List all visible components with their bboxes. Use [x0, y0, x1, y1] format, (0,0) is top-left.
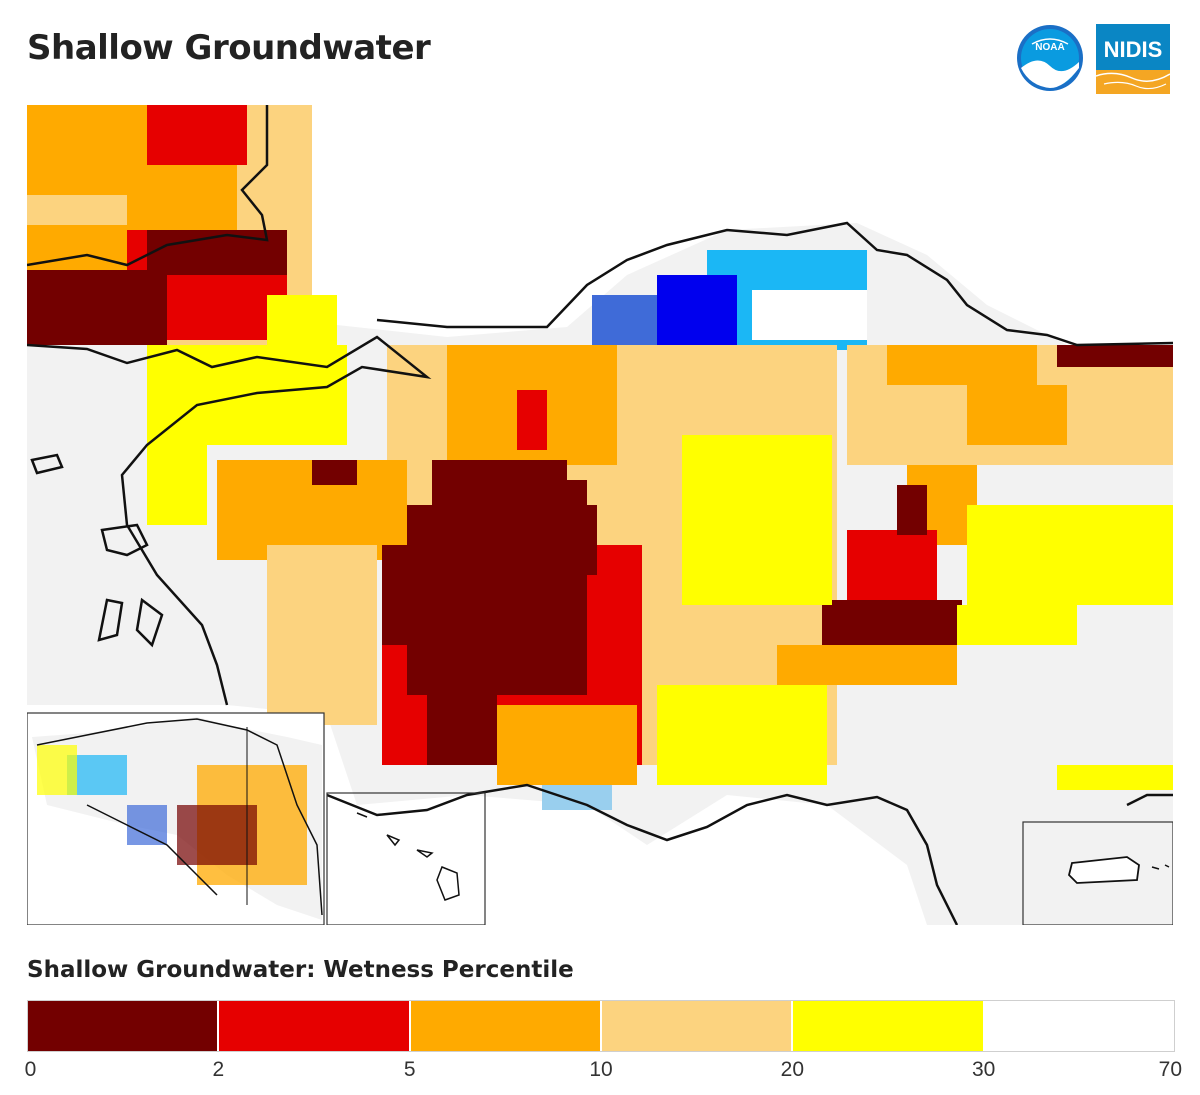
- legend-tick-label: 0: [24, 1058, 37, 1081]
- region-dry: [147, 105, 247, 165]
- region-abnormal: [147, 445, 207, 525]
- inset-alaska-wet: [127, 805, 167, 845]
- legend-swatch-2-5: [219, 1001, 411, 1051]
- legend-tick-label: 2: [212, 1058, 225, 1081]
- region-dry: [897, 485, 927, 535]
- island-outline: [97, 598, 124, 642]
- southern-coastline: [326, 783, 959, 925]
- region-dry: [267, 295, 337, 345]
- region-dry: [1057, 345, 1173, 367]
- legend-color-bar: [27, 1000, 1175, 1052]
- region-dry: [887, 345, 1037, 385]
- legend-swatch-30-70: [984, 1001, 1174, 1051]
- legend-tick-label: 20: [780, 1058, 805, 1081]
- region-abnormal: [967, 505, 1173, 605]
- page-title: Shallow Groundwater: [27, 28, 431, 68]
- inset-alaska-dry: [177, 805, 257, 865]
- legend-swatch-20-30: [793, 1001, 985, 1051]
- northwest-border: [27, 105, 269, 267]
- inset-puerto-rico: [1022, 821, 1173, 925]
- inset-hawaii-islands: [356, 812, 460, 901]
- region-wet: [542, 785, 612, 810]
- noaa-logo-text: NOAA: [1035, 42, 1064, 53]
- legend-swatch-0-2: [28, 1001, 220, 1051]
- legend-tick-label: 10: [589, 1058, 613, 1081]
- region-dry: [517, 390, 547, 450]
- region-dry: [127, 165, 237, 235]
- inset-puerto-rico-islets: [1151, 864, 1170, 870]
- inset-hawaii: [326, 792, 486, 925]
- region-wet: [657, 275, 737, 345]
- region-dry: [967, 385, 1067, 445]
- legend-swatch-10-20: [601, 1001, 794, 1051]
- region-dry: [312, 460, 357, 485]
- logo-group: NOAA NIDIS: [1016, 24, 1176, 96]
- legend-ticks: 0 2 5 10 20 30 70: [0, 1058, 1200, 1088]
- legend-tick-label: 70: [1158, 1058, 1183, 1081]
- northern-coastline: [27, 335, 432, 706]
- island-outline: [100, 523, 149, 557]
- nidis-logo: NIDIS: [1095, 24, 1171, 94]
- percentile-regions: [27, 105, 1173, 810]
- island-outline: [135, 597, 164, 648]
- boundaries: [27, 105, 1173, 925]
- region-dry: [777, 645, 957, 685]
- map-canvas: [27, 105, 1173, 925]
- region-abnormal: [497, 705, 637, 785]
- region-dry: [267, 545, 377, 725]
- inset-alaska-dry: [37, 745, 77, 795]
- legend-title: Shallow Groundwater: Wetness Percentile: [27, 957, 574, 983]
- region-core-drought: [382, 460, 597, 765]
- region-dry: [547, 480, 587, 505]
- island-outline: [30, 453, 64, 475]
- region-abnormal: [957, 605, 1077, 645]
- region-abnormal: [657, 685, 827, 785]
- legend-swatch-5-10: [410, 1001, 602, 1051]
- nidis-logo-text: NIDIS: [1104, 37, 1163, 62]
- region-dry: [27, 270, 167, 345]
- groundwater-map: [27, 105, 1173, 925]
- inset-puerto-rico-island: [1068, 856, 1140, 884]
- region-wet: [752, 290, 867, 340]
- inset-alaska: [27, 712, 325, 925]
- region-abnormal: [1057, 765, 1173, 790]
- noaa-logo: NOAA: [1016, 24, 1084, 92]
- east-boundary: [1126, 793, 1173, 807]
- north-shore: [376, 221, 1173, 347]
- legend-tick-label: 30: [971, 1058, 996, 1081]
- region-abnormal: [682, 435, 832, 605]
- region-dry: [822, 600, 962, 645]
- legend-tick-label: 5: [403, 1058, 416, 1081]
